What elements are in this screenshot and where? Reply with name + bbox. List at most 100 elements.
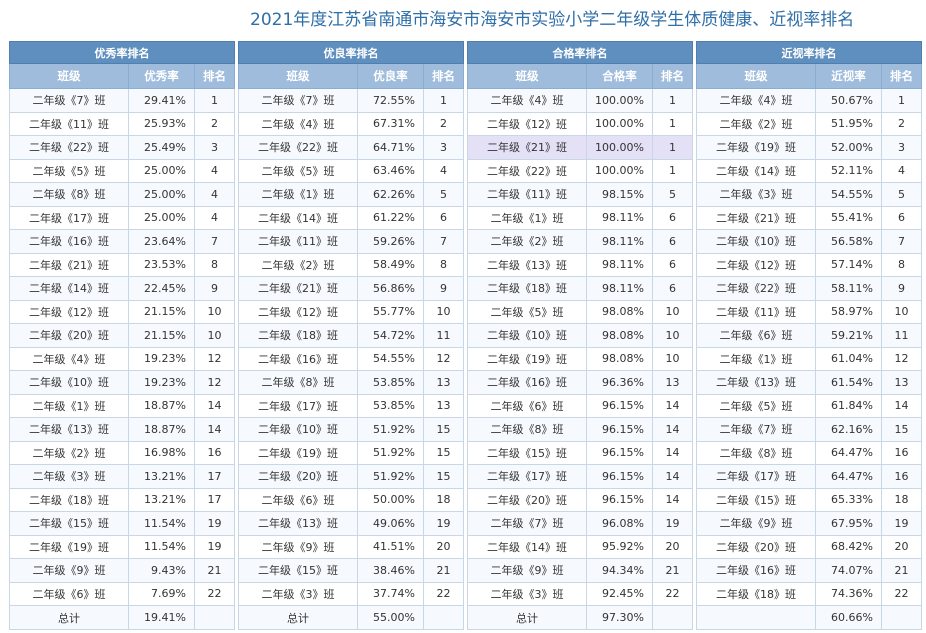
class-cell: 二年级《9》班: [467, 558, 587, 583]
table-row: 二年级《3》班 92.45% 22: [467, 581, 694, 606]
total-rate: 97.30%: [586, 605, 653, 630]
rank-cell: 17: [193, 487, 236, 512]
rate-cell: 22.45%: [128, 276, 195, 301]
class-cell: 二年级《22》班: [696, 276, 816, 301]
rate-cell: 23.53%: [128, 252, 195, 277]
rank-cell: 2: [422, 111, 465, 136]
rate-cell: 98.11%: [586, 229, 653, 254]
rank-column-header: 排名: [880, 63, 923, 89]
rate-cell: 94.34%: [586, 558, 653, 583]
rank-cell: 12: [880, 346, 923, 371]
total-label: 总计: [9, 605, 129, 630]
class-cell: 二年级《6》班: [9, 581, 129, 606]
rate-cell: 41.51%: [357, 534, 424, 559]
class-cell: 二年级《1》班: [238, 182, 358, 207]
rank-cell: 6: [651, 205, 694, 230]
table-row: 二年级《22》班 100.00% 1: [467, 158, 694, 183]
rate-column-header: 优秀率: [128, 63, 195, 89]
class-cell: 二年级《12》班: [696, 252, 816, 277]
table-row: 二年级《19》班 51.92% 15: [238, 440, 465, 465]
rate-cell: 56.86%: [357, 276, 424, 301]
rank-cell: 11: [880, 323, 923, 348]
class-cell: 二年级《17》班: [238, 393, 358, 418]
table-row: 二年级《7》班 62.16% 15: [696, 417, 923, 442]
class-cell: 二年级《8》班: [9, 182, 129, 207]
table-row: 二年级《2》班 51.95% 2: [696, 111, 923, 136]
table-row: 二年级《21》班 55.41% 6: [696, 205, 923, 230]
table-row: 二年级《11》班 58.97% 10: [696, 299, 923, 324]
table-row: 二年级《5》班 98.08% 10: [467, 299, 694, 324]
rate-cell: 65.33%: [815, 487, 882, 512]
class-cell: 二年级《15》班: [9, 511, 129, 536]
rate-cell: 98.08%: [586, 346, 653, 371]
rate-cell: 37.74%: [357, 581, 424, 606]
rate-cell: 64.47%: [815, 464, 882, 489]
rate-cell: 67.31%: [357, 111, 424, 136]
rank-cell: 21: [193, 558, 236, 583]
rank-cell: 14: [651, 440, 694, 465]
table-row: 二年级《16》班 96.36% 13: [467, 370, 694, 395]
table-row: 二年级《5》班 63.46% 4: [238, 158, 465, 183]
table-title: 近视率排名: [695, 41, 923, 64]
class-cell: 二年级《9》班: [696, 511, 816, 536]
table-row: 二年级《6》班 7.69% 22: [9, 581, 236, 606]
table-row: 二年级《6》班 50.00% 18: [238, 487, 465, 512]
table-row: 二年级《8》班 64.47% 16: [696, 440, 923, 465]
class-cell: 二年级《11》班: [9, 111, 129, 136]
rank-cell: 4: [422, 158, 465, 183]
rate-cell: 58.97%: [815, 299, 882, 324]
class-cell: 二年级《7》班: [238, 88, 358, 113]
table-row: 二年级《19》班 11.54% 19: [9, 534, 236, 559]
rate-cell: 9.43%: [128, 558, 195, 583]
class-cell: 二年级《12》班: [238, 299, 358, 324]
pass-rate-table: 合格率排名 班级 合格率 排名 二年级《4》班 100.00% 1 二年级《12》班 100.0…: [466, 41, 694, 630]
rank-cell: 19: [651, 511, 694, 536]
rank-cell: 19: [880, 511, 923, 536]
rank-column-header: 排名: [651, 63, 694, 89]
rank-cell: 22: [193, 581, 236, 606]
rate-cell: 100.00%: [586, 88, 653, 113]
rank-cell: 15: [422, 464, 465, 489]
rate-cell: 25.00%: [128, 205, 195, 230]
table-row: 二年级《20》班 51.92% 15: [238, 464, 465, 489]
rank-column-header: 排名: [422, 63, 465, 89]
class-cell: 二年级《3》班: [9, 464, 129, 489]
class-cell: 二年级《14》班: [467, 534, 587, 559]
rate-cell: 21.15%: [128, 323, 195, 348]
class-cell: 二年级《12》班: [9, 299, 129, 324]
rank-cell: 11: [422, 323, 465, 348]
rate-column-header: 合格率: [586, 63, 653, 89]
total-label: [696, 605, 816, 630]
class-cell: 二年级《18》班: [467, 276, 587, 301]
table-row: 二年级《15》班 11.54% 19: [9, 511, 236, 536]
table-row: 二年级《2》班 98.11% 6: [467, 229, 694, 254]
rate-cell: 59.26%: [357, 229, 424, 254]
class-cell: 二年级《20》班: [9, 323, 129, 348]
rate-cell: 61.22%: [357, 205, 424, 230]
rate-cell: 62.26%: [357, 182, 424, 207]
class-cell: 二年级《11》班: [696, 299, 816, 324]
rate-cell: 56.58%: [815, 229, 882, 254]
rate-cell: 96.15%: [586, 440, 653, 465]
table-row: 二年级《10》班 98.08% 10: [467, 323, 694, 348]
rank-cell: 5: [422, 182, 465, 207]
class-cell: 二年级《20》班: [696, 534, 816, 559]
rate-cell: 19.23%: [128, 370, 195, 395]
rank-column-header: 排名: [193, 63, 236, 89]
table-row: 二年级《14》班 95.92% 20: [467, 534, 694, 559]
table-row: 二年级《1》班 18.87% 14: [9, 393, 236, 418]
rank-cell: 7: [193, 229, 236, 254]
class-cell: 二年级《22》班: [467, 158, 587, 183]
rate-cell: 53.85%: [357, 370, 424, 395]
class-cell: 二年级《17》班: [696, 464, 816, 489]
rate-cell: 54.72%: [357, 323, 424, 348]
class-cell: 二年级《1》班: [9, 393, 129, 418]
rate-cell: 29.41%: [128, 88, 195, 113]
total-row: 总计 19.41%: [9, 605, 236, 630]
rank-cell: 22: [651, 581, 694, 606]
table-row: 二年级《3》班 54.55% 5: [696, 182, 923, 207]
class-cell: 二年级《6》班: [696, 323, 816, 348]
rank-cell: 6: [651, 229, 694, 254]
rank-cell: 14: [880, 393, 923, 418]
table-row: 二年级《22》班 58.11% 9: [696, 276, 923, 301]
